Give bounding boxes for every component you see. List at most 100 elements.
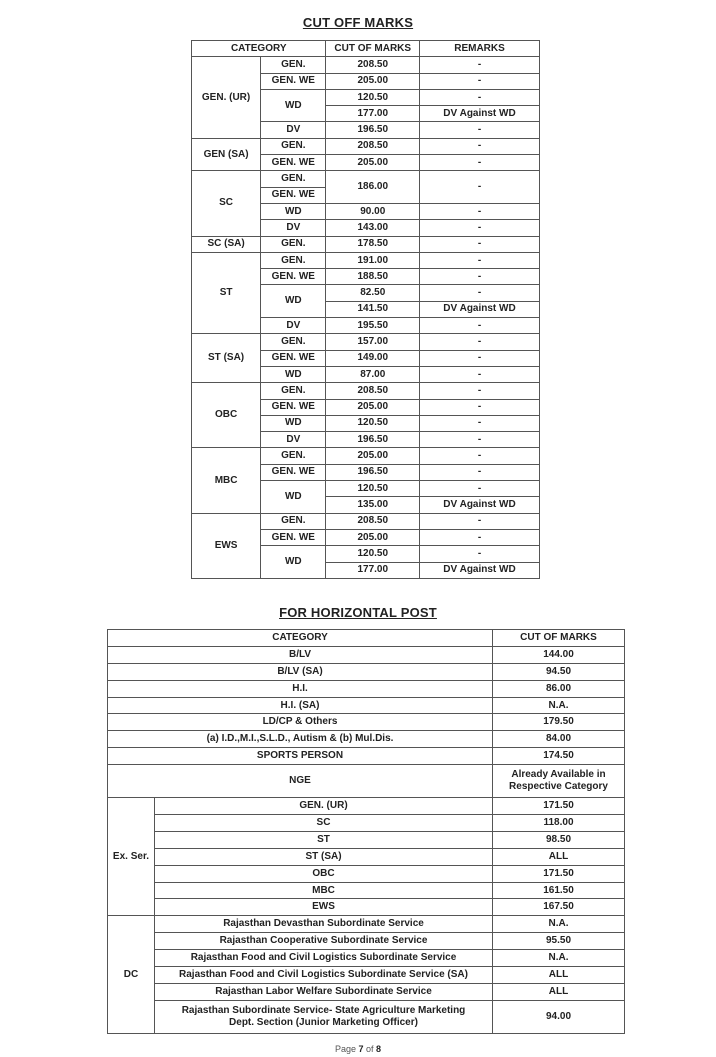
marks-cell: 120.50	[325, 545, 421, 563]
marks-cell: 177.00	[325, 561, 421, 579]
subcategory-cell: GEN.	[260, 512, 327, 530]
table-row: (a) I.D.,M.I.,S.L.D., Autism & (b) Mul.D…	[107, 730, 625, 749]
marks-cell: 208.50	[325, 382, 421, 400]
subcategory-cell: WD	[260, 284, 327, 319]
category-cell: ST	[154, 830, 493, 849]
category-cell: Rajasthan Cooperative Subordinate Servic…	[154, 932, 493, 951]
table-row: ST (SA) GEN. 157.00-	[190, 333, 540, 384]
marks-cell: 208.50	[325, 56, 421, 74]
table-header-row: CATEGORY CUT OF MARKS	[107, 629, 625, 647]
table-row: Rajasthan Food and Civil Logistics Subor…	[108, 949, 625, 968]
category-cell: EWS	[154, 898, 493, 917]
remarks-cell: -	[419, 398, 540, 416]
remarks-cell: -	[419, 219, 540, 237]
remarks-cell: -	[419, 512, 540, 530]
marks-cell: 195.50	[325, 317, 421, 335]
group-cell: Ex. Ser.	[107, 797, 155, 917]
marks-cell: 87.00	[325, 365, 421, 384]
table-row: Rajasthan Cooperative Subordinate Servic…	[108, 932, 625, 951]
remarks-cell: -	[419, 528, 540, 547]
horizontal-post-table: CATEGORY CUT OF MARKS B/LV 144.00 B/LV (SA…	[107, 629, 625, 1034]
marks-cell: 177.00	[325, 105, 421, 123]
marks-cell: 171.50	[492, 797, 625, 816]
remarks-cell: -	[419, 365, 540, 384]
subcategory-cell: GEN. WE	[260, 463, 327, 482]
category-cell: Rajasthan Labor Welfare Subordinate Serv…	[154, 982, 493, 1001]
category-cell: Rajasthan Food and Civil Logistics Subor…	[154, 949, 493, 968]
marks-cell: 188.50	[325, 268, 421, 286]
table-row: WD 120.50-	[192, 480, 540, 514]
table-row: 177.00 DV Against WD	[192, 561, 540, 579]
category-cell: SC	[190, 170, 262, 237]
subcategory-cell: GEN. WE	[260, 349, 327, 367]
table-row: Rajasthan Food and Civil Logistics Subor…	[108, 966, 625, 984]
category-cell: ST (SA)	[190, 333, 262, 384]
remarks-cell: -	[419, 72, 540, 90]
marks-cell: 144.00	[492, 645, 625, 664]
table-row: OBC 171.50	[108, 864, 625, 883]
marks-cell: 149.00	[325, 349, 421, 367]
horizontal-post-title: FOR HORIZONTAL POST	[279, 605, 437, 620]
remarks-cell: -	[419, 268, 540, 286]
remarks-cell: -	[419, 317, 540, 335]
table-row: 141.50 DV Against WD	[192, 300, 540, 319]
category-cell: OBC	[190, 382, 262, 449]
subcategory-cell: GEN. WE	[260, 268, 327, 286]
remarks-cell: -	[419, 382, 540, 400]
remarks-cell: DV Against WD	[419, 300, 540, 319]
subcategory-cell: WD	[260, 88, 327, 123]
table-row: ST GEN. 191.00-	[190, 251, 540, 335]
marks-cell: ALL	[492, 847, 625, 866]
table-row: B/LV 144.00	[107, 645, 625, 664]
category-cell: Rajasthan Food and Civil Logistics Subor…	[154, 966, 493, 984]
table-row: ST (SA) ALL	[108, 847, 625, 866]
marks-cell: N.A.	[492, 696, 625, 715]
marks-cell: ALL	[492, 982, 625, 1001]
category-cell: B/LV (SA)	[107, 662, 493, 681]
category-cell: SPORTS PERSON	[107, 747, 493, 766]
table-row: DC Rajasthan Devasthan Subordinate Servic…	[107, 915, 625, 1034]
marks-cell: 135.00	[325, 496, 421, 514]
footer-page-label: Page	[334, 1044, 356, 1054]
category-cell: H.I.	[107, 679, 493, 698]
subcategory-cell: GEN. WE	[260, 398, 327, 416]
marks-cell: 186.00	[325, 170, 421, 204]
category-cell: OBC	[154, 864, 493, 883]
subcategory-cell: GEN.	[260, 251, 327, 270]
subcategory-cell: GEN.	[260, 235, 327, 253]
marks-cell: 205.00	[325, 72, 421, 90]
cutoff-marks-title: CUT OFF MARKS	[302, 15, 414, 30]
category-cell: H.I. (SA)	[107, 696, 493, 715]
marks-cell: 161.50	[492, 881, 625, 900]
category-cell: GEN. (UR)	[154, 797, 493, 816]
table-row: 135.00 DV Against WD	[192, 496, 540, 514]
category-cell: MBC	[154, 881, 493, 900]
category-cell: ST (SA)	[154, 847, 493, 866]
table-row: 177.00 DV Against WD	[192, 105, 540, 123]
subcategory-cell: GEN.	[260, 137, 327, 156]
marks-cell: 205.00	[325, 447, 421, 465]
marks-cell: 196.50	[325, 431, 421, 449]
table-row: SC (SA) GEN. 178.50-	[190, 235, 540, 253]
subcategory-cell: WD	[260, 414, 327, 433]
remarks-cell: -	[419, 154, 540, 172]
subcategory-cell: GEN.	[260, 56, 327, 74]
marks-cell: 120.50	[325, 480, 421, 498]
header-remarks: REMARKS	[419, 39, 540, 58]
marks-cell: 208.50	[325, 512, 421, 530]
marks-cell: 196.50	[325, 463, 421, 482]
category-cell: MBC	[190, 447, 262, 514]
subcategory-cell: GEN. WE	[260, 72, 327, 90]
remarks-cell: -	[419, 414, 540, 433]
table-row: DV 195.50-	[192, 317, 540, 335]
marks-cell: 118.00	[492, 814, 625, 832]
header-marks: CUT OF MARKS	[325, 39, 421, 58]
category-cell: ST	[190, 251, 262, 335]
marks-cell: 86.00	[492, 679, 625, 698]
marks-cell: 171.50	[492, 864, 625, 883]
subcategory-cell: GEN. WE	[260, 154, 327, 172]
table-row: EWS GEN. 208.50-	[190, 512, 540, 579]
marks-cell: Already Available in Respective Category	[492, 764, 625, 799]
table-row: WD 90.00-	[192, 202, 540, 221]
marks-cell: 84.00	[492, 730, 625, 749]
